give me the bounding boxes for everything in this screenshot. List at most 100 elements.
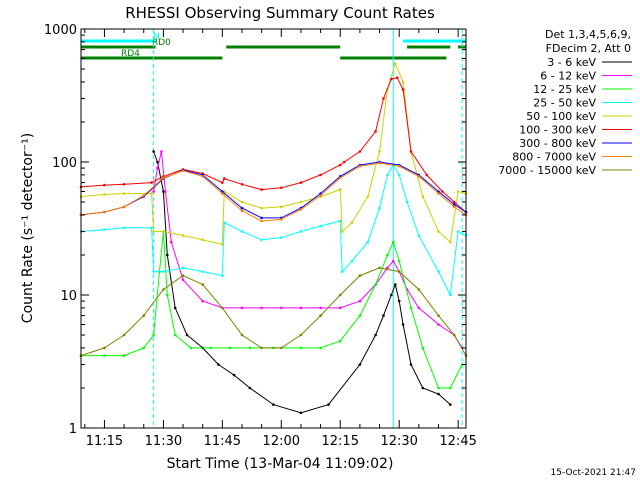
data-point bbox=[358, 363, 362, 366]
data-point bbox=[382, 314, 385, 317]
legend-header: Det 1,3,4,5,6,9, bbox=[545, 28, 631, 41]
data-point bbox=[452, 205, 456, 209]
series-line bbox=[80, 162, 467, 222]
series-line bbox=[153, 151, 451, 414]
data-point bbox=[142, 346, 145, 350]
data-point bbox=[437, 230, 440, 233]
data-point bbox=[152, 230, 155, 233]
data-point bbox=[299, 230, 303, 233]
data-point bbox=[394, 283, 397, 286]
data-point bbox=[152, 333, 155, 337]
data-point bbox=[152, 150, 155, 153]
data-point bbox=[181, 234, 185, 237]
data-point bbox=[162, 230, 165, 233]
data-point bbox=[221, 243, 224, 246]
legend-label: 7000 - 15000 keV bbox=[498, 164, 596, 177]
legend-label: 300 - 800 keV bbox=[519, 137, 596, 150]
data-point bbox=[437, 270, 440, 273]
legend: Det 1,3,4,5,6,9,FDecim 2, Att 03 - 6 keV… bbox=[498, 28, 632, 177]
legend-label: 3 - 6 keV bbox=[547, 56, 596, 69]
data-point bbox=[319, 224, 322, 228]
data-point bbox=[150, 226, 153, 230]
data-point bbox=[217, 363, 220, 366]
data-point bbox=[150, 181, 153, 184]
data-point bbox=[441, 190, 444, 193]
data-point bbox=[260, 306, 263, 310]
data-point bbox=[209, 346, 212, 350]
data-point bbox=[340, 270, 344, 273]
data-point bbox=[122, 192, 126, 195]
data-point bbox=[395, 76, 399, 79]
data-point bbox=[280, 346, 283, 350]
data-point bbox=[342, 160, 346, 164]
data-point bbox=[221, 306, 224, 310]
data-point bbox=[162, 288, 165, 291]
data-point bbox=[122, 354, 126, 357]
data-point bbox=[299, 411, 303, 415]
data-point bbox=[260, 238, 263, 242]
data-point bbox=[319, 173, 322, 177]
data-point bbox=[358, 164, 362, 168]
data-point bbox=[338, 188, 342, 191]
data-point bbox=[319, 192, 322, 195]
data-point bbox=[397, 270, 401, 273]
data-point bbox=[122, 183, 126, 186]
data-point bbox=[150, 192, 153, 195]
y-tick-label: 10 bbox=[60, 289, 77, 304]
data-point bbox=[162, 176, 165, 180]
data-point bbox=[397, 259, 401, 263]
data-point bbox=[358, 150, 362, 153]
data-point bbox=[394, 62, 397, 65]
data-point bbox=[437, 192, 440, 195]
data-point bbox=[390, 293, 393, 297]
series-line bbox=[80, 164, 467, 297]
data-point bbox=[358, 299, 362, 303]
data-point bbox=[417, 306, 421, 310]
series-line bbox=[80, 62, 467, 246]
data-point bbox=[397, 299, 401, 303]
data-point bbox=[350, 259, 354, 263]
data-point bbox=[366, 195, 370, 198]
data-point bbox=[223, 177, 226, 180]
data-point bbox=[338, 339, 342, 343]
x-axis: 11:15 11:30 11:45 12:00 12:15 12:30 12:45 bbox=[84, 29, 477, 449]
data-point bbox=[240, 333, 244, 337]
data-point bbox=[358, 274, 362, 277]
data-point bbox=[390, 77, 393, 81]
data-point bbox=[319, 194, 322, 197]
legend-label: 25 - 50 keV bbox=[533, 97, 596, 110]
data-point bbox=[240, 306, 244, 310]
data-point bbox=[366, 240, 370, 244]
data-point bbox=[142, 194, 145, 197]
data-point bbox=[449, 240, 452, 244]
data-point bbox=[228, 346, 232, 350]
data-point bbox=[299, 346, 303, 350]
data-point bbox=[382, 97, 385, 100]
data-point bbox=[223, 221, 226, 224]
data-point bbox=[156, 166, 159, 170]
data-point bbox=[299, 306, 303, 310]
data-point bbox=[437, 314, 440, 317]
data-point bbox=[378, 161, 381, 165]
data-point bbox=[358, 314, 362, 317]
data-point bbox=[103, 354, 106, 357]
data-point bbox=[449, 403, 452, 406]
legend-header: FDecim 2, Att 0 bbox=[546, 42, 631, 55]
data-point bbox=[181, 274, 185, 277]
data-point bbox=[421, 195, 425, 198]
data-point bbox=[449, 293, 452, 297]
data-point bbox=[260, 346, 263, 350]
y-axis: 1 10 100 1000 bbox=[44, 23, 466, 437]
data-point bbox=[421, 346, 425, 350]
x-tick-label: 12:00 bbox=[263, 434, 300, 449]
data-point bbox=[260, 216, 263, 220]
series-line bbox=[80, 77, 467, 213]
legend-label: 12 - 25 keV bbox=[533, 83, 596, 96]
x-tick-label: 11:15 bbox=[86, 434, 123, 449]
data-point bbox=[248, 386, 252, 390]
data-point bbox=[166, 253, 169, 257]
data-point bbox=[437, 386, 440, 390]
data-point bbox=[152, 190, 155, 193]
